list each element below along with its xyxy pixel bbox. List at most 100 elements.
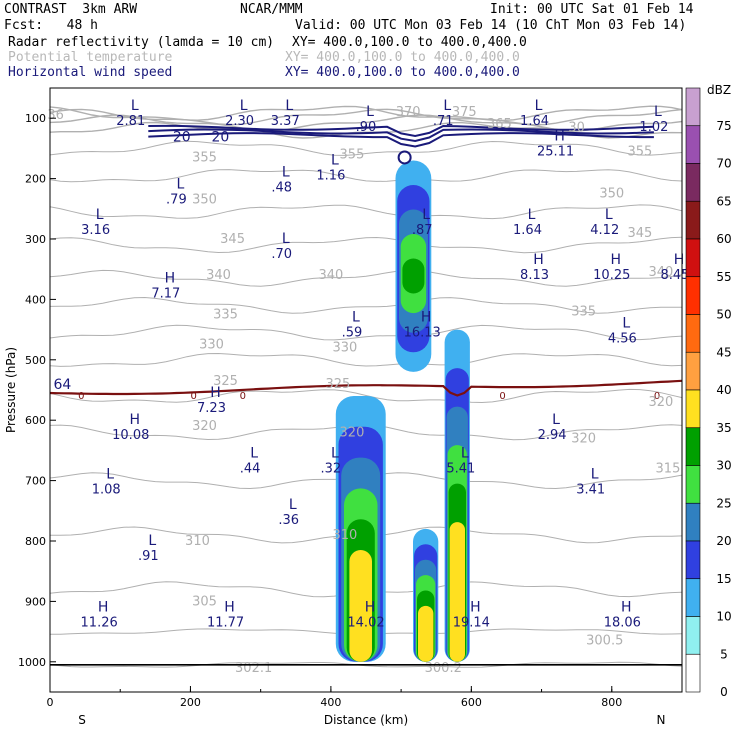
hl-marker-value: 11.26: [81, 615, 118, 630]
theta-label: 300.2: [425, 661, 462, 676]
colorbar-label: 25: [716, 496, 731, 510]
hl-marker-value: .36: [278, 513, 299, 528]
hl-marker-letter: H: [165, 270, 176, 286]
colorbar-swatch: [685, 389, 701, 429]
hl-marker-letter: L: [282, 165, 290, 181]
colorbar-swatch: [685, 125, 701, 164]
theta-label: 340: [649, 265, 674, 280]
header-init: Init: 00 UTC Sat 01 Feb 14: [490, 2, 694, 17]
theta-label: 355: [627, 144, 652, 159]
hl-marker-value: 2.81: [116, 114, 145, 129]
theta-label: 350: [192, 193, 217, 208]
hl-markers: L2.81L2.30L3.37L.90L.71L1.64L1.02H25.11L…: [81, 98, 690, 630]
y-tick-label: 1000: [18, 656, 46, 669]
hl-marker-value: 7.17: [151, 286, 180, 301]
header-field3: Horizontal wind speed: [8, 65, 173, 80]
theta-contour-line: [49, 296, 682, 314]
colorbar-label: 40: [716, 383, 731, 397]
theta-label: 370: [396, 105, 421, 120]
theta-label: 355: [340, 147, 365, 162]
hl-marker-value: .90: [356, 120, 377, 135]
hl-marker-letter: L: [654, 104, 662, 120]
zero-line: 0 0 0 0 0: [49, 379, 683, 402]
hl-marker-letter: L: [240, 98, 248, 114]
colorbar-label: 70: [716, 157, 731, 171]
hl-marker-value: 16.13: [404, 326, 441, 341]
zero-line-label: 0: [240, 391, 246, 402]
hl-marker-letter: L: [331, 445, 339, 461]
hl-marker-value: .44: [240, 461, 261, 476]
colorbar-label: 65: [716, 194, 731, 208]
colorbar-unit: dBZ: [707, 83, 731, 97]
wind-contour-line: [148, 124, 654, 138]
hl-marker-letter: L: [106, 467, 114, 483]
header-field1: Radar reflectivity (lamda = 10 cm): [8, 35, 275, 50]
wind-contours: 20 20 64: [54, 124, 654, 393]
header-field2-xy: XY= 400.0,100.0 to 400.0,400.0: [285, 50, 520, 65]
theta-label: 320: [192, 419, 217, 434]
hl-marker-letter: H: [98, 599, 109, 615]
hl-marker-value: 1.02: [639, 120, 668, 135]
theta-label: 302.1: [235, 661, 272, 676]
axes: 0 200 400 600 800100200300400500600700800900…: [18, 112, 683, 709]
hl-marker-value: 4.12: [590, 223, 619, 238]
hl-marker-letter: H: [210, 385, 221, 401]
hl-marker-letter: L: [352, 310, 360, 326]
x-tick-label: 0: [47, 696, 54, 709]
hl-marker-value: 1.64: [520, 114, 549, 129]
hl-marker-letter: L: [591, 467, 599, 483]
theta-labels: 375 370 365 355 355 355 350 350 345 345 340 340 340 3…: [47, 105, 680, 676]
theta-label: 365: [487, 117, 512, 132]
header-fcst: Fcst: 48 h: [4, 18, 98, 33]
hl-marker-value: 8.45: [661, 268, 690, 283]
hl-marker-value: 10.25: [593, 268, 630, 283]
hl-marker-letter: L: [289, 497, 297, 513]
hl-marker-letter: L: [552, 412, 560, 428]
colorbar-label: 35: [716, 421, 731, 435]
hl-marker-letter: H: [470, 599, 481, 615]
hl-marker-letter: H: [129, 412, 140, 428]
theta-contour-line: [49, 236, 683, 254]
colorbar-swatch: [685, 465, 701, 504]
theta-contour-line: [49, 388, 683, 404]
wind-contour-label: 64: [54, 377, 72, 393]
hl-marker-value: .91: [138, 549, 159, 564]
y-tick-label: 800: [25, 535, 46, 548]
colorbar-swatch: [685, 578, 701, 617]
hl-marker-value: 3.41: [576, 483, 605, 498]
x-tick-label: 800: [601, 696, 622, 709]
colorbar-label: 15: [716, 572, 731, 586]
cell-4-level-35: [449, 522, 465, 662]
theta-label: 335: [571, 304, 596, 319]
theta-label: 315: [656, 462, 681, 477]
hl-marker-value: 3.37: [271, 114, 300, 129]
y-tick-label: 400: [25, 293, 46, 306]
x-tick-label: 600: [461, 696, 482, 709]
colorbar-swatch: [685, 351, 701, 391]
colorbar-label: 20: [716, 534, 731, 548]
zero-line-label: 0: [78, 391, 84, 402]
wind-contour-label: 20: [212, 129, 230, 145]
theta-label: 340: [206, 268, 231, 283]
theta-label: 36: [47, 108, 64, 123]
colorbar-swatch: [685, 653, 701, 693]
colorbar-swatch: [685, 276, 701, 315]
theta-label: 335: [213, 308, 238, 323]
theta-label: 320: [571, 431, 596, 446]
colorbar-swatch: [685, 427, 701, 466]
theta-contour-line: [49, 204, 683, 220]
hl-marker-value: 1.16: [316, 169, 345, 184]
zero-line-path: [49, 379, 683, 397]
hl-marker-value: 19.14: [453, 615, 490, 630]
theta-contour-line: [49, 140, 683, 156]
wind-contour-line: [148, 128, 654, 143]
x-end-label-left: S: [78, 713, 86, 727]
theta-contour-line: [49, 352, 683, 367]
hl-marker-letter: L: [622, 316, 630, 332]
hl-marker-value: 11.77: [207, 615, 244, 630]
colorbar-label: 75: [716, 119, 731, 133]
theta-label: 305: [192, 594, 217, 609]
colorbar-swatch: [685, 87, 701, 127]
